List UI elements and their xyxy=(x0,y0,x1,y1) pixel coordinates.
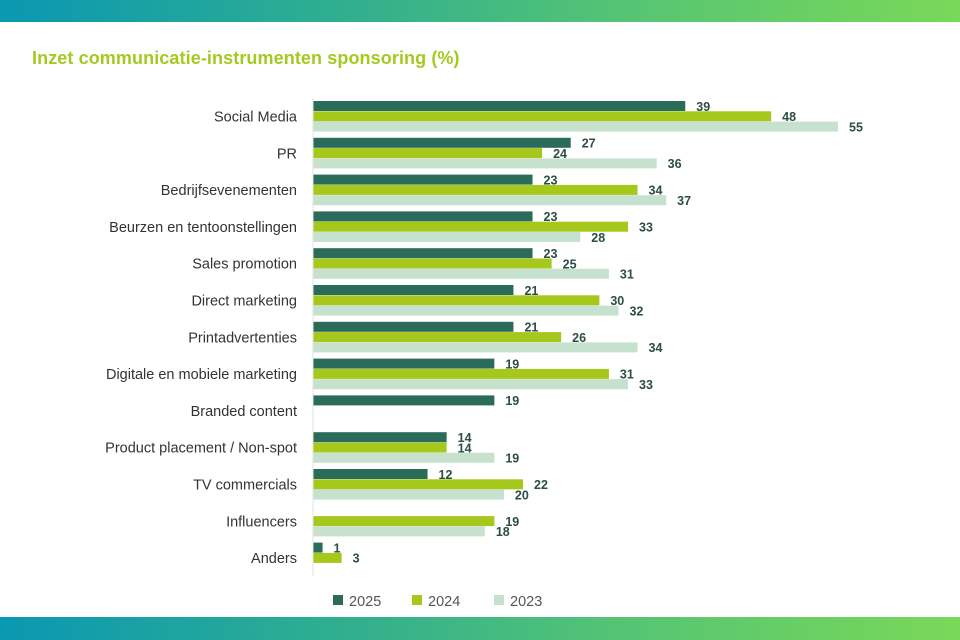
category-label: Influencers xyxy=(226,514,297,530)
data-label-2025: 1 xyxy=(334,541,341,555)
data-label-2025: 12 xyxy=(439,468,453,482)
bar-2024 xyxy=(313,368,609,379)
bar-2025 xyxy=(313,432,447,443)
category-label: Digitale en mobiele marketing xyxy=(106,367,297,383)
data-label-2023: 32 xyxy=(629,304,643,318)
data-label-2024: 25 xyxy=(563,257,577,271)
bar-2025 xyxy=(313,395,495,406)
bar-2023 xyxy=(313,232,581,242)
category-label: Bedrijfsevenementen xyxy=(161,183,297,199)
bar-2024 xyxy=(313,295,600,306)
bar-2023 xyxy=(313,379,628,390)
bar-2025 xyxy=(313,101,686,111)
bar-2023 xyxy=(313,195,667,206)
bar-2023 xyxy=(313,489,504,500)
category-label: Product placement / Non-spot xyxy=(105,441,297,457)
category-label: Direct marketing xyxy=(191,293,297,309)
data-label-2025: 39 xyxy=(696,100,710,114)
data-label-2025: 23 xyxy=(544,247,558,261)
bottom-gradient-band xyxy=(0,617,960,640)
bar-2024 xyxy=(313,148,543,159)
category-label: PR xyxy=(277,146,297,162)
data-label-2025: 14 xyxy=(458,431,472,445)
data-label-2025: 19 xyxy=(505,394,519,408)
bar-2025 xyxy=(313,211,533,222)
data-label-2025: 21 xyxy=(524,284,538,298)
bar-2023 xyxy=(313,342,638,353)
bar-2024 xyxy=(313,111,772,122)
bar-2025 xyxy=(313,285,514,295)
category-label: Printadvertenties xyxy=(188,330,297,346)
bar-2023 xyxy=(313,121,838,132)
bar-2025 xyxy=(313,137,571,148)
bar-2023 xyxy=(313,452,495,463)
data-label-2023: 31 xyxy=(620,268,634,282)
bar-2023 xyxy=(313,158,657,169)
data-label-2024: 19 xyxy=(505,515,519,529)
data-label-2024: 3 xyxy=(353,552,360,566)
data-label-2024: 34 xyxy=(649,184,663,198)
legend-swatch-2023 xyxy=(494,595,504,605)
category-label: Anders xyxy=(251,551,297,567)
data-label-2024: 33 xyxy=(639,221,653,235)
bar-2024 xyxy=(313,442,447,453)
data-label-2023: 34 xyxy=(649,341,663,355)
bar-2024 xyxy=(313,221,628,232)
bar-2025 xyxy=(313,174,533,185)
top-gradient-band xyxy=(0,0,960,22)
data-label-2024: 26 xyxy=(572,331,586,345)
data-label-2023: 37 xyxy=(677,194,691,208)
category-label: Sales promotion xyxy=(192,257,297,273)
data-label-2023: 36 xyxy=(668,157,682,171)
data-label-2023: 55 xyxy=(849,120,863,134)
bar-2025 xyxy=(313,358,495,369)
data-label-2024: 22 xyxy=(534,478,548,492)
bar-2024 xyxy=(313,516,495,527)
data-label-2025: 23 xyxy=(544,173,558,187)
category-label: Social Media xyxy=(214,109,298,125)
data-label-2024: 31 xyxy=(620,368,634,382)
data-label-2024: 24 xyxy=(553,147,567,161)
bar-2024 xyxy=(313,258,552,269)
legend-label-2023: 2023 xyxy=(510,594,542,610)
data-label-2023: 18 xyxy=(496,525,510,539)
bar-2024 xyxy=(313,332,562,343)
bar-2025 xyxy=(313,248,533,259)
bar-2024 xyxy=(313,479,523,490)
data-label-2024: 30 xyxy=(610,294,624,308)
data-label-2023: 33 xyxy=(639,378,653,392)
legend-label-2024: 2024 xyxy=(428,594,460,610)
bar-2024 xyxy=(313,184,638,195)
bar-2025 xyxy=(313,321,514,332)
data-label-2023: 19 xyxy=(505,452,519,466)
data-label-2023: 28 xyxy=(591,231,605,245)
data-label-2024: 48 xyxy=(782,110,796,124)
legend-label-2025: 2025 xyxy=(349,594,381,610)
chart-title: Inzet communicatie-instrumenten sponsori… xyxy=(32,48,460,68)
category-label: Branded content xyxy=(191,404,297,420)
legend-swatch-2025 xyxy=(333,595,343,605)
data-label-2024: 14 xyxy=(458,441,472,455)
category-label: TV commercials xyxy=(193,477,297,493)
category-label: Beurzen en tentoonstellingen xyxy=(109,220,297,236)
data-label-2025: 19 xyxy=(505,357,519,371)
data-label-2025: 21 xyxy=(524,321,538,335)
bar-2025 xyxy=(313,542,323,553)
bar-2024 xyxy=(313,552,342,563)
data-label-2025: 23 xyxy=(544,210,558,224)
bar-2023 xyxy=(313,268,609,279)
data-label-2025: 27 xyxy=(582,137,596,151)
bar-2023 xyxy=(313,526,485,537)
data-label-2023: 20 xyxy=(515,488,529,502)
bar-2025 xyxy=(313,469,428,479)
bar-2023 xyxy=(313,305,619,316)
legend-swatch-2024 xyxy=(412,595,422,605)
